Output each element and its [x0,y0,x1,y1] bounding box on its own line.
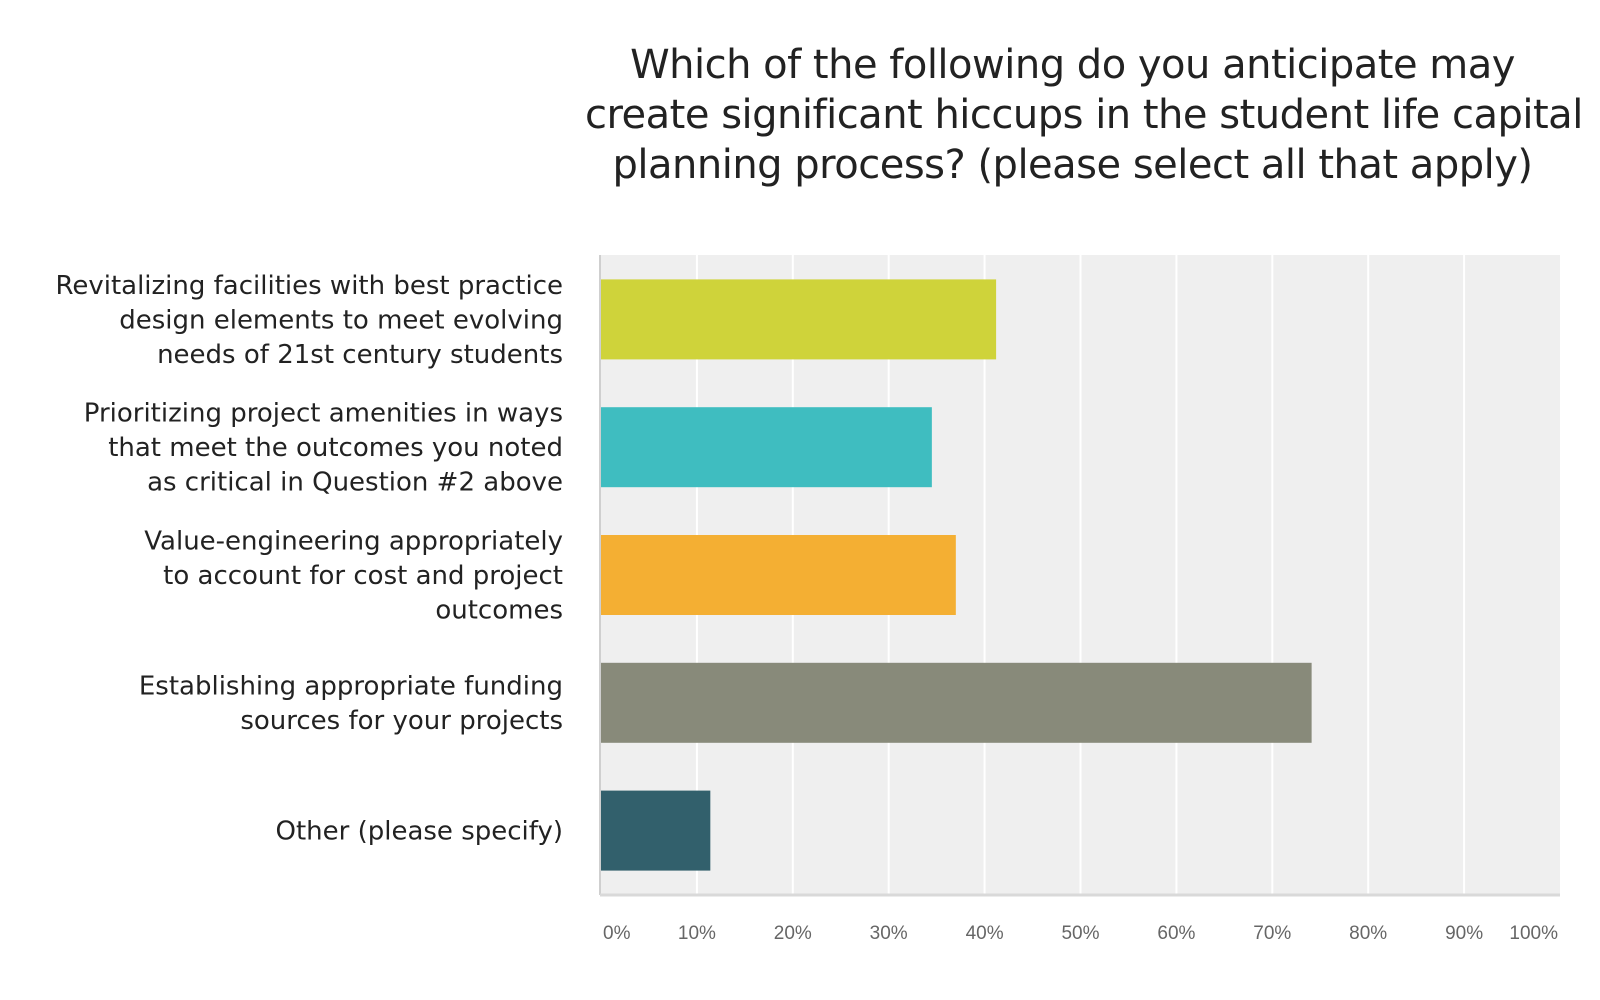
category-label: as critical in Question #2 above [147,468,563,498]
chart-title-line: Which of the following do you anticipate… [630,42,1515,88]
category-label: Prioritizing project amenities in ways [84,399,563,429]
x-tick-label: 20% [774,923,812,944]
bar [601,790,711,871]
x-tick-label: 50% [1061,923,1099,944]
x-tick-label: 10% [678,923,716,944]
category-label: sources for your projects [240,706,563,736]
x-tick-label: 40% [966,923,1004,944]
chart-title-line: planning process? (please select all tha… [612,142,1533,188]
x-tick-label: 90% [1445,923,1483,944]
bar [601,662,1312,743]
x-tick-label: 60% [1157,923,1195,944]
x-tick-label: 80% [1349,923,1387,944]
bar [601,279,997,360]
category-label: Establishing appropriate funding [139,672,563,702]
category-label: Revitalizing facilities with best practi… [55,271,563,301]
category-label: to account for cost and project [163,561,563,591]
chart-title-line: create significant hiccups in the studen… [585,92,1583,138]
category-label: Other (please specify) [276,817,564,847]
x-tick-label: 100% [1509,923,1558,944]
x-tick-label: 70% [1253,923,1291,944]
x-tick-label: 0% [603,923,631,944]
category-label: Value-engineering appropriately [144,527,563,557]
category-label: that meet the outcomes you noted [108,433,563,463]
category-label: outcomes [435,596,563,626]
bar [601,407,932,488]
category-label: needs of 21st century students [157,340,563,370]
x-tick-label: 30% [870,923,908,944]
bar [601,535,956,615]
category-label: design elements to meet evolving [119,305,563,335]
chart-title: Which of the following do you anticipate… [585,40,1583,190]
